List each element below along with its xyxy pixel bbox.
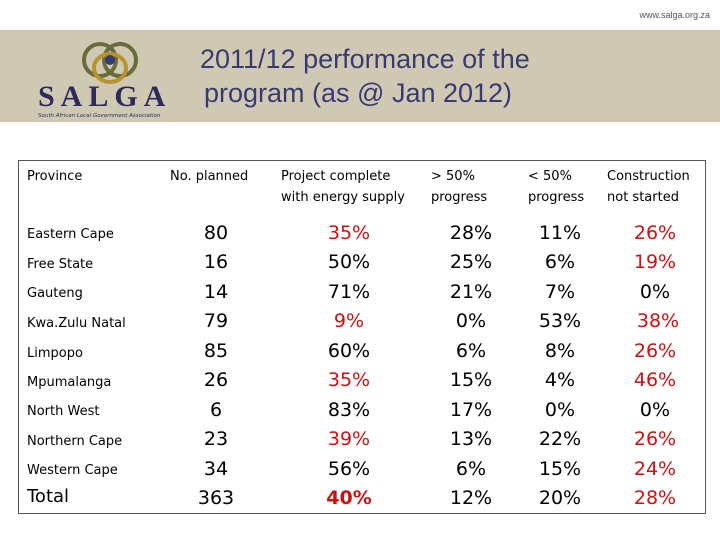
lt50-value: 8% <box>544 340 576 362</box>
not-started-value: 26% <box>633 428 677 450</box>
not-started-value: 38% <box>636 310 680 332</box>
province-name: Free State <box>27 257 94 272</box>
header-complete-line-1: Project complete <box>281 169 391 184</box>
not-started-value: 46% <box>633 369 677 391</box>
title-line-2: program (as @ Jan 2012) <box>204 78 513 108</box>
planned-value: 16 <box>203 251 229 273</box>
total-planned-value: 363 <box>197 487 235 509</box>
gt50-value: 28% <box>449 222 493 244</box>
header-band: SALGA South African Local Government Ass… <box>0 30 720 122</box>
lt50-value: 53% <box>538 310 582 332</box>
header-not-started: Construction not started <box>607 166 690 208</box>
header-planned: No. planned <box>170 169 249 184</box>
complete-value: 50% <box>327 251 371 273</box>
not-started-value: 0% <box>639 399 671 421</box>
lt50-value: 7% <box>544 281 576 303</box>
planned-value: 26 <box>203 369 229 391</box>
header-complete-line-2: with energy supply <box>281 190 405 205</box>
header-lt50-line-2: progress <box>528 190 585 205</box>
planned-value: 23 <box>203 428 229 450</box>
province-name: Limpopo <box>27 346 83 361</box>
planned-value: 14 <box>203 281 229 303</box>
gt50-value: 0% <box>455 310 487 332</box>
complete-value: 83% <box>327 399 371 421</box>
complete-value: 60% <box>327 340 371 362</box>
planned-value: 85 <box>203 340 229 362</box>
complete-value: 35% <box>327 222 371 244</box>
table-frame <box>18 160 706 514</box>
complete-value: 35% <box>327 369 371 391</box>
header-gt50: > 50% progress <box>431 166 487 208</box>
province-name: Kwa.Zulu Natal <box>27 316 126 331</box>
complete-value: 56% <box>327 458 371 480</box>
lt50-value: 4% <box>544 369 576 391</box>
lt50-value: 0% <box>544 399 576 421</box>
gt50-value: 21% <box>449 281 493 303</box>
header-complete: Project complete with energy supply <box>281 166 405 208</box>
header-not-started-line-2: not started <box>607 190 679 205</box>
gt50-value: 17% <box>449 399 493 421</box>
gt50-value: 6% <box>455 340 487 362</box>
lt50-value: 22% <box>538 428 582 450</box>
lt50-value: 11% <box>538 222 582 244</box>
header-gt50-line-2: progress <box>431 190 488 205</box>
complete-value: 39% <box>327 428 371 450</box>
logo-wordmark: SALGA <box>38 80 172 113</box>
province-name: Northern Cape <box>27 434 123 449</box>
province-name: Gauteng <box>27 286 83 301</box>
site-url: www.salga.org.za <box>639 10 710 20</box>
top-bar: www.salga.org.za <box>0 0 720 30</box>
gt50-value: 13% <box>449 428 493 450</box>
lt50-value: 6% <box>544 251 576 273</box>
province-name: North West <box>27 404 100 419</box>
planned-value: 34 <box>203 458 229 480</box>
planned-value: 80 <box>203 222 229 244</box>
total-gt50-value: 12% <box>449 487 493 509</box>
province-name: Eastern Cape <box>27 227 114 242</box>
not-started-value: 26% <box>633 340 677 362</box>
header-lt50-line-1: < 50% <box>528 169 572 184</box>
not-started-value: 26% <box>633 222 677 244</box>
lt50-value: 15% <box>538 458 582 480</box>
planned-value: 79 <box>203 310 229 332</box>
total-label: Total <box>27 486 70 507</box>
complete-value: 71% <box>327 281 371 303</box>
title-line-1: 2011/12 performance of the <box>200 44 530 74</box>
header-gt50-line-1: > 50% <box>431 169 475 184</box>
not-started-value: 24% <box>633 458 677 480</box>
province-name: Mpumalanga <box>27 375 112 390</box>
total-lt50-value: 20% <box>538 487 582 509</box>
page-title: 2011/12 performance of the program (as @… <box>200 42 620 110</box>
gt50-value: 6% <box>455 458 487 480</box>
gt50-value: 25% <box>449 251 493 273</box>
logo-rings-icon <box>82 42 138 84</box>
header-not-started-line-1: Construction <box>607 169 690 184</box>
not-started-value: 19% <box>633 251 677 273</box>
header-lt50: < 50% progress <box>528 166 584 208</box>
complete-value: 9% <box>333 310 365 332</box>
not-started-value: 0% <box>639 281 671 303</box>
total-complete-value: 40% <box>326 487 372 509</box>
header-province: Province <box>27 169 83 184</box>
province-name: Western Cape <box>27 463 118 478</box>
gt50-value: 15% <box>449 369 493 391</box>
salga-logo: SALGA South African Local Government Ass… <box>30 38 190 119</box>
logo-tagline: South African Local Government Associati… <box>38 113 161 119</box>
total-not-started-value: 28% <box>633 487 677 509</box>
planned-value: 6 <box>209 399 223 421</box>
